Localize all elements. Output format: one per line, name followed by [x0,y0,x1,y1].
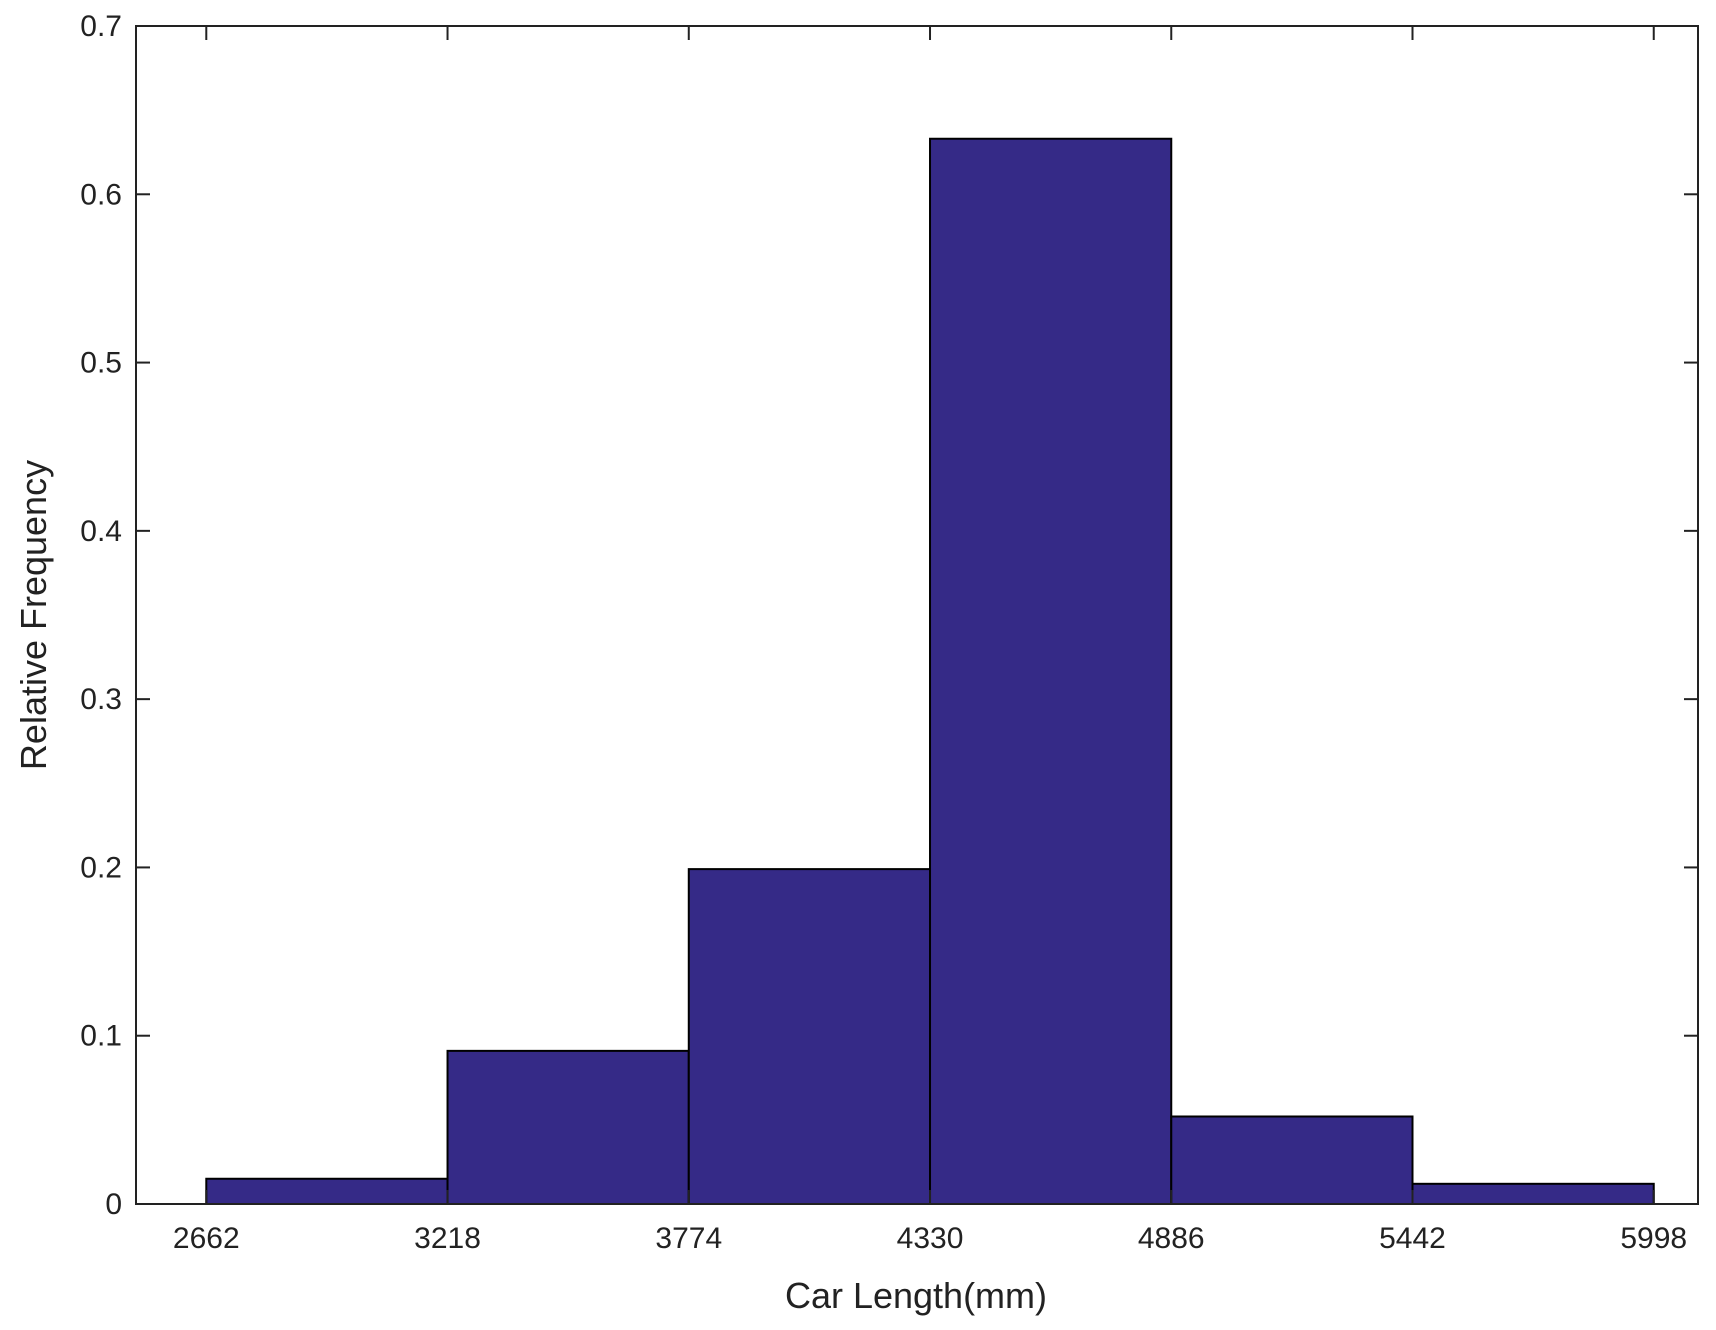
y-tick-label: 0.5 [80,347,122,380]
bar [205,1177,449,1206]
x-axis-label: Car Length(mm) [785,1275,1047,1316]
bar [446,1049,690,1205]
plot-frame [135,25,1699,1205]
y-tick-label: 0.7 [80,10,122,43]
y-tick-label: 0.4 [80,515,122,548]
bar [929,137,1173,1205]
y-axis-label: Relative Frequency [13,460,54,770]
bar [1170,1115,1414,1206]
y-tick-label: 0 [105,1188,122,1221]
bar [687,868,932,1206]
x-tick-label: 3218 [414,1222,481,1255]
x-tick-label: 5442 [1379,1222,1446,1255]
y-tick-label: 0.3 [80,683,122,716]
x-tick-label: 2662 [173,1222,240,1255]
x-tick-label: 3774 [655,1222,722,1255]
x-tick-label: 5998 [1620,1222,1687,1255]
bar [1411,1182,1655,1205]
y-tick-label: 0.2 [80,851,122,884]
x-tick-label: 4330 [897,1222,964,1255]
y-tick-label: 0.1 [80,1020,122,1053]
x-tick-label: 4886 [1138,1222,1205,1255]
y-tick-label: 0.6 [80,178,122,211]
